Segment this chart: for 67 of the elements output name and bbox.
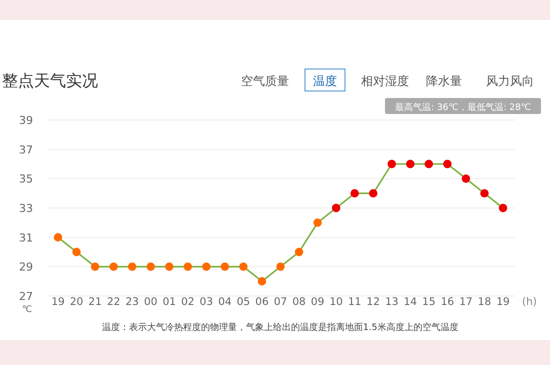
text: 温度 [313,74,337,88]
point [294,248,304,256]
x-tick-label: 15 [422,296,436,308]
x-tick-label: 02 [181,296,194,308]
x-tick-label: 21 [88,296,102,308]
x-tick-label: 10 [329,296,343,308]
point [109,262,118,271]
x-tick-label: 06 [255,296,269,308]
x-tick-label: 04 [218,296,232,308]
point [443,160,452,168]
point [220,262,230,271]
y-tick-label: 33 [19,202,33,215]
point [54,233,62,242]
chart-subtitle: 最高气温: 36℃，最低气温: 28℃ [395,102,531,113]
point [72,248,81,256]
point [90,262,100,271]
text: 温度：表示大气冷热程度的物理量，气象上给出的温度是指离地面1.5米高度上的空气温度 [102,322,458,333]
point [462,174,470,183]
point [202,262,211,271]
x-tick-label: 03 [200,296,214,308]
point [239,262,248,271]
y-tick-label: 37 [19,143,33,156]
point [350,189,359,198]
x-tick-label: 14 [404,296,418,308]
x-tick-label: 19 [496,296,510,308]
chart-title: 整点天气实况 [2,71,98,90]
point [276,262,285,271]
point [369,189,378,198]
x-tick-label: 17 [459,296,473,308]
text: 相对湿度 [361,74,409,88]
point [146,262,155,271]
x-tick-label: 00 [144,296,158,308]
x-tick-label: 01 [162,296,176,308]
y-axis-title: ℃ [22,305,32,315]
x-tick-label: 13 [385,296,398,308]
x-tick-label: 09 [310,296,324,308]
point [332,204,340,212]
y-tick-label: 27 [19,290,33,303]
x-axis-title: (h) [522,296,537,308]
y-tick-label: 39 [19,114,33,127]
x-tick-label: 23 [125,296,139,308]
x-tick-label: 07 [274,296,288,308]
y-tick-label: 35 [19,172,33,186]
point [128,262,136,271]
x-tick-label: 20 [70,296,84,308]
point [258,277,266,286]
point [184,262,192,271]
y-tick-label: 31 [19,231,33,244]
x-tick-label: 19 [51,296,65,308]
text: 空气质量 [241,74,289,88]
x-tick-label: 11 [348,296,362,308]
x-tick-label: 08 [292,296,306,308]
point [165,262,174,271]
point [313,218,322,227]
point [388,160,396,168]
x-tick-label: 22 [106,296,120,308]
point [424,160,434,168]
point [480,189,489,198]
point [406,160,414,168]
x-tick-label: 18 [478,296,492,308]
text: 降水量 [426,74,462,88]
x-tick-label: 05 [236,296,250,308]
text: 风力风向 [486,74,534,88]
x-tick-label: 16 [440,296,454,308]
y-tick-label: 29 [19,260,33,274]
point [498,204,508,212]
x-tick-label: 12 [366,296,380,308]
